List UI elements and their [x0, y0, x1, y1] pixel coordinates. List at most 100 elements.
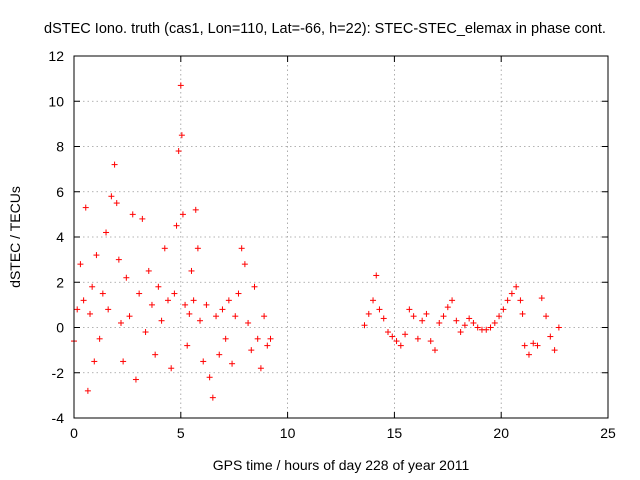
- data-point: [461, 322, 468, 329]
- data-point: [264, 342, 271, 349]
- data-point: [184, 342, 191, 349]
- data-point: [113, 200, 120, 207]
- data-point: [139, 215, 146, 222]
- data-point: [453, 317, 460, 324]
- y-tick-label: 12: [48, 48, 64, 64]
- data-point: [161, 245, 168, 252]
- data-point: [410, 313, 417, 320]
- data-point: [393, 338, 400, 345]
- grid-lines: [74, 56, 608, 418]
- y-axis-label: dSTEC / TECUs: [7, 186, 23, 288]
- data-point: [245, 319, 252, 326]
- data-point: [380, 315, 387, 322]
- y-tick-label: 0: [56, 320, 64, 336]
- data-point: [186, 310, 193, 317]
- data-point: [257, 365, 264, 372]
- data-point: [145, 267, 152, 274]
- data-point: [82, 204, 89, 211]
- data-point: [175, 148, 182, 155]
- data-point: [267, 335, 274, 342]
- data-point: [209, 394, 216, 401]
- data-point: [551, 347, 558, 354]
- data-point: [188, 267, 195, 274]
- data-point: [99, 290, 106, 297]
- x-tick-label: 0: [70, 425, 78, 441]
- data-point: [158, 317, 165, 324]
- data-point: [384, 329, 391, 336]
- data-point: [397, 342, 404, 349]
- data-point: [370, 297, 377, 304]
- data-point: [91, 358, 98, 365]
- data-point: [129, 211, 136, 218]
- data-point: [74, 306, 81, 313]
- data-point: [148, 301, 155, 308]
- data-point: [232, 313, 239, 320]
- data-point: [219, 306, 226, 313]
- data-point: [115, 256, 122, 263]
- data-point: [414, 335, 421, 342]
- data-point: [487, 324, 494, 331]
- data-point: [80, 297, 87, 304]
- data-point: [105, 306, 112, 313]
- data-point: [470, 319, 477, 326]
- data-point: [538, 295, 545, 302]
- y-tick-label: 2: [56, 274, 64, 290]
- data-point: [194, 245, 201, 252]
- data-point: [449, 297, 456, 304]
- data-point: [427, 338, 434, 345]
- data-point: [555, 324, 562, 331]
- data-point: [216, 351, 223, 358]
- data-point: [496, 313, 503, 320]
- data-point: [406, 306, 413, 313]
- y-tick-label: -4: [52, 410, 65, 426]
- data-point: [365, 310, 372, 317]
- data-point: [444, 304, 451, 311]
- data-point: [419, 317, 426, 324]
- x-tick-label: 5: [177, 425, 185, 441]
- data-point: [96, 335, 103, 342]
- data-point: [200, 358, 207, 365]
- data-point: [168, 365, 175, 372]
- data-point: [229, 360, 236, 367]
- data-point: [500, 306, 507, 313]
- data-point: [179, 211, 186, 218]
- data-point: [93, 252, 100, 259]
- data-point: [238, 245, 245, 252]
- data-point: [190, 297, 197, 304]
- data-point: [120, 358, 127, 365]
- data-point: [225, 297, 232, 304]
- data-point: [543, 313, 550, 320]
- data-point: [534, 342, 541, 349]
- data-point: [361, 322, 368, 329]
- x-tick-label: 20: [493, 425, 509, 441]
- data-point: [155, 283, 162, 290]
- data-point: [173, 222, 180, 229]
- data-point: [513, 283, 520, 290]
- axis-ticks: 0 5 10 15 20 25 -4 -2 0 2 4 6 8 10 12: [48, 48, 616, 441]
- data-point: [171, 290, 178, 297]
- data-point: [132, 376, 139, 383]
- y-tick-label: 6: [56, 184, 64, 200]
- data-point: [178, 132, 185, 139]
- x-tick-label: 10: [280, 425, 296, 441]
- data-point: [466, 315, 473, 322]
- data-point: [177, 82, 184, 89]
- data-point: [474, 324, 481, 331]
- y-tick-label: 8: [56, 139, 64, 155]
- data-point: [517, 297, 524, 304]
- y-tick-label: -2: [52, 365, 65, 381]
- data-point: [123, 274, 130, 281]
- chart-title: dSTEC Iono. truth (cas1, Lon=110, Lat=-6…: [44, 21, 606, 37]
- data-point: [521, 342, 528, 349]
- data-point: [241, 261, 248, 268]
- data-point: [192, 206, 199, 213]
- data-point: [248, 347, 255, 354]
- x-tick-label: 15: [387, 425, 403, 441]
- data-point: [423, 310, 430, 317]
- data-point: [373, 272, 380, 279]
- data-point: [142, 329, 149, 336]
- data-point: [491, 319, 498, 326]
- data-points: [71, 82, 562, 401]
- data-point: [197, 317, 204, 324]
